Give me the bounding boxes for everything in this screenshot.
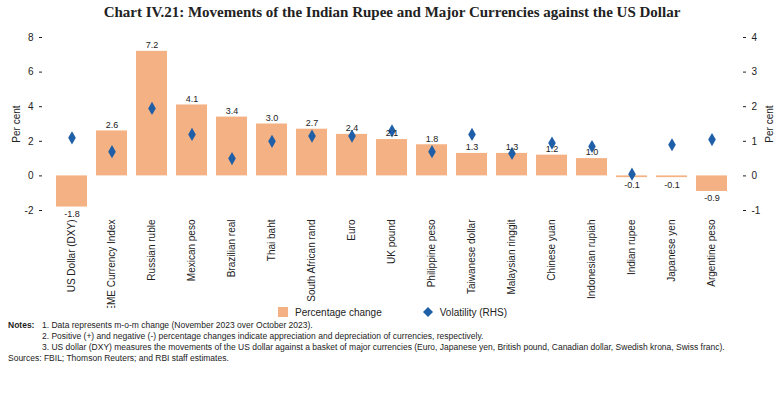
- html-text:Percentage change: Percentage change: [295, 306, 382, 318]
- svg-text:Indonesian rupiah: Indonesian rupiah: [586, 220, 597, 300]
- svg-text:4: 4: [752, 32, 758, 43]
- svg-text:3.4: 3.4: [226, 106, 239, 116]
- svg-text:0: 0: [752, 170, 758, 181]
- svg-text:2: 2: [752, 101, 758, 112]
- html-text:Volatility (RHS): Volatility (RHS): [439, 306, 507, 318]
- svg-text:-1: -1: [752, 205, 761, 216]
- svg-text:-0.1: -0.1: [624, 180, 640, 190]
- html-text:2. Positive (+) and negative (: 2. Positive (+) and negative (-) percent…: [42, 331, 484, 341]
- html-text:Sources: FBIL; Thomson Reuters: Sources: FBIL; Thomson Reuters; and RBI …: [8, 353, 229, 363]
- svg-text:Japanese yen: Japanese yen: [666, 220, 677, 282]
- svg-text:Argentine peso: Argentine peso: [706, 219, 717, 287]
- svg-text:-0.1: -0.1: [664, 180, 680, 190]
- svg-text:7.2: 7.2: [146, 40, 159, 50]
- svg-text:4.1: 4.1: [186, 94, 199, 104]
- svg-text:2.4: 2.4: [346, 123, 359, 133]
- svg-text:Philippine peso: Philippine peso: [426, 219, 437, 287]
- svg-text:Mexican peso: Mexican peso: [186, 219, 197, 281]
- svg-text:0: 0: [28, 170, 34, 181]
- svg-text:8: 8: [28, 32, 34, 43]
- svg-text:1.3: 1.3: [506, 142, 519, 152]
- svg-text:2.7: 2.7: [306, 118, 319, 128]
- svg-text:1: 1: [752, 136, 758, 147]
- svg-text:Malaysian ringgit: Malaysian ringgit: [506, 219, 517, 294]
- html-text:3. US dollar (DXY) measures th: 3. US dollar (DXY) measures the movement…: [42, 342, 725, 352]
- svg-text:2.1: 2.1: [386, 128, 399, 138]
- html-text:Chart IV.21: Movements of the: Chart IV.21: Movements of the Indian Rup…: [103, 4, 681, 20]
- svg-text:-2: -2: [25, 205, 34, 216]
- svg-text:US Dollar (DXY): US Dollar (DXY): [66, 220, 77, 293]
- svg-text:3: 3: [752, 66, 758, 77]
- svg-text:UK pound: UK pound: [386, 220, 397, 264]
- html-text:Notes:: Notes:: [8, 320, 35, 330]
- svg-text:South African rand: South African rand: [306, 220, 317, 302]
- svg-text:4: 4: [28, 101, 34, 112]
- svg-text:Brazilian real: Brazilian real: [226, 220, 237, 278]
- svg-text:Per cent: Per cent: [764, 105, 775, 142]
- svg-text:Euro: Euro: [346, 219, 357, 241]
- svg-text:3.0: 3.0: [266, 113, 279, 123]
- svg-text:1.8: 1.8: [426, 134, 439, 144]
- svg-text:2.6: 2.6: [106, 120, 119, 130]
- html-text:1. Data represents m-o-m chang: 1. Data represents m-o-m change (Novembe…: [42, 320, 313, 330]
- svg-text:Per cent: Per cent: [11, 105, 22, 142]
- svg-text:Chinese yuan: Chinese yuan: [546, 220, 557, 281]
- svg-text:1.0: 1.0: [586, 147, 599, 157]
- svg-text:2: 2: [28, 136, 34, 147]
- svg-text:-0.9: -0.9: [704, 193, 720, 203]
- svg-text:-1.8: -1.8: [64, 209, 80, 219]
- svg-text:Taiwanese dollar: Taiwanese dollar: [466, 219, 477, 294]
- svg-text:Indian rupee: Indian rupee: [626, 219, 637, 275]
- svg-text:1.2: 1.2: [546, 144, 559, 154]
- svg-text:6: 6: [28, 66, 34, 77]
- svg-text:Russian ruble: Russian ruble: [146, 219, 157, 281]
- svg-text:1.3: 1.3: [466, 142, 479, 152]
- svg-text:EME Currency Index: EME Currency Index: [106, 220, 117, 309]
- svg-text:Thai baht: Thai baht: [266, 219, 277, 261]
